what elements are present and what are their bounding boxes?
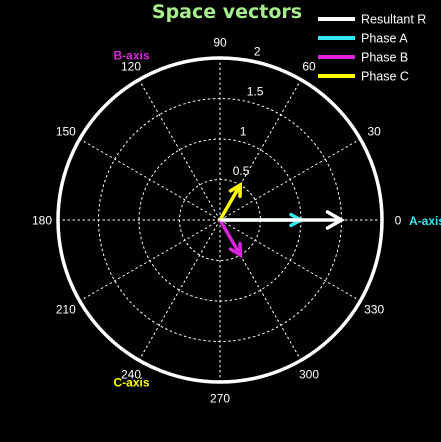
angle-tick-label-1: 30 (367, 125, 381, 139)
vector-resultant-arrowhead (325, 210, 346, 230)
a-axis-label: A-axis (409, 214, 441, 228)
angle-tick-label-5: 150 (56, 125, 76, 139)
angle-tick-label-7: 210 (56, 303, 76, 317)
vector-b (218, 219, 243, 259)
legend-label-b: Phase B (361, 51, 408, 65)
angle-tick-label-0: 0 (395, 214, 402, 228)
grid-spoke-11 (219, 219, 361, 302)
vector-c-shaft (218, 184, 242, 221)
c-axis-label: C-axis (113, 376, 149, 390)
space-vectors (218, 181, 346, 259)
grid-spoke-7 (79, 219, 221, 302)
radial-tick-label-3: 2 (254, 45, 261, 59)
legend-label-resultant: Resultant R (361, 13, 426, 27)
angle-tick-label-8: 240 (121, 368, 141, 382)
angle-tick-label-6: 180 (32, 214, 52, 228)
radial-tick-label-1: 1 (240, 124, 247, 138)
angle-tick-label-10: 300 (299, 368, 319, 382)
grid-spoke-4 (138, 79, 221, 221)
outer-ring (56, 56, 384, 384)
grid-spoke-5 (79, 138, 221, 221)
radial-tick-label-2: 1.5 (247, 84, 264, 98)
angle-tick-label-9: 270 (210, 392, 230, 406)
vector-resultant (220, 210, 346, 230)
chart-title: Space vectors (152, 1, 302, 23)
grid-spoke-8 (138, 219, 221, 361)
angle-tick-label-2: 60 (302, 59, 316, 73)
legend-label-a: Phase A (361, 32, 408, 46)
angle-tick-label-4: 120 (121, 59, 141, 73)
vector-b-shaft (218, 219, 242, 256)
b-axis-label: B-axis (113, 48, 149, 62)
angle-tick-label-3: 90 (213, 36, 227, 50)
legend: Resultant R Phase A Phase B Phase C (318, 13, 426, 84)
phase-axis-labels: A-axis B-axis C-axis (113, 48, 441, 389)
outer-ring-circle (56, 56, 384, 384)
legend-label-c: Phase C (361, 70, 409, 84)
vector-c (218, 181, 243, 221)
radial-tick-labels: 0.5 1 1.5 2 (233, 45, 264, 179)
radial-tick-label-0: 0.5 (233, 164, 250, 178)
angle-tick-label-11: 330 (364, 303, 384, 317)
vector-c-arrowhead (228, 181, 243, 199)
grid-spoke-1 (219, 138, 361, 221)
vector-b-arrowhead (228, 241, 243, 259)
angular-tick-labels: 0 30 60 90 120 150 180 210 240 270 300 330 (32, 36, 402, 406)
